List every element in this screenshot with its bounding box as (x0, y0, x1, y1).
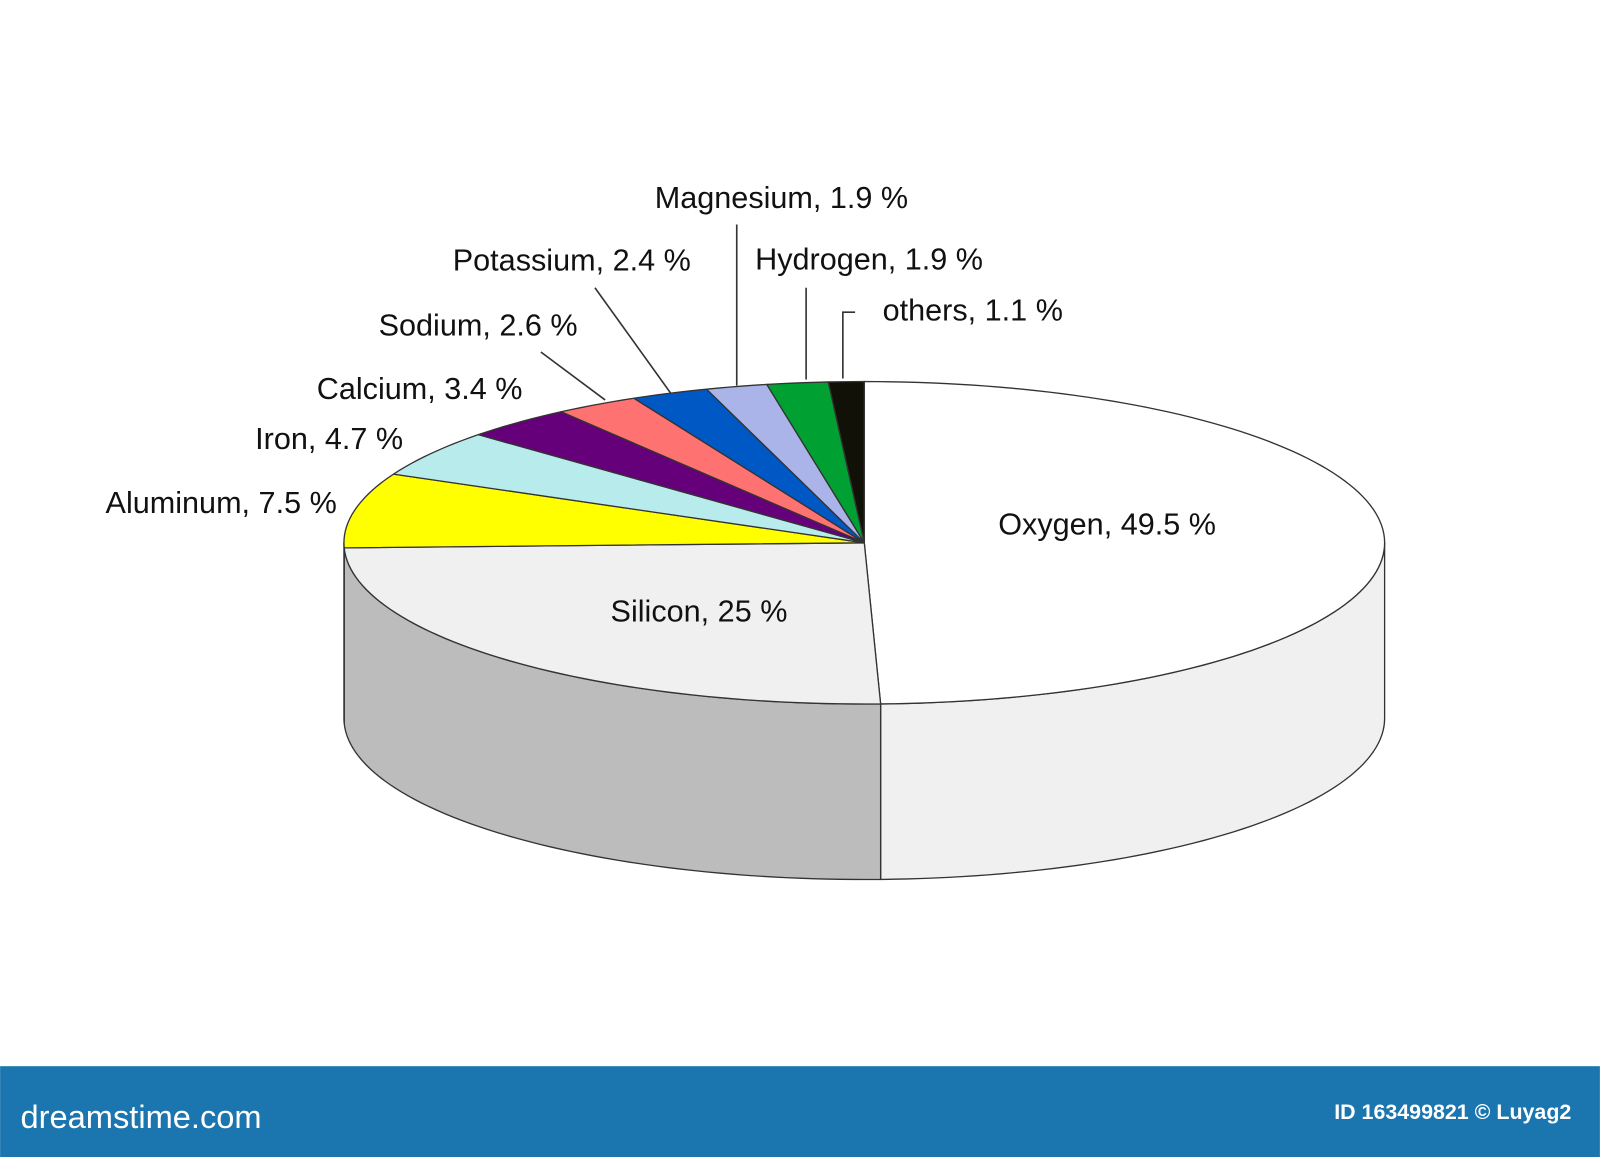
pie-slice (863, 380, 1386, 705)
leader-line (842, 311, 856, 379)
data-label: Iron, 4.7 % (255, 422, 403, 456)
pie-slice (705, 383, 865, 544)
leader-line (540, 351, 606, 401)
data-label: Oxygen, 49.5 % (998, 508, 1216, 542)
pie-slice (343, 542, 882, 705)
pie (343, 380, 1386, 881)
data-label: Hydrogen, 1.9 % (755, 242, 983, 276)
pie-slice (392, 434, 865, 544)
footer-brand: dreamstime.com (21, 1098, 262, 1135)
data-label: Sodium, 2.6 % (379, 309, 578, 343)
data-label: Silicon, 25 % (611, 594, 788, 628)
pie-slice (343, 473, 865, 549)
footer-id: ID 163499821 © Luyag2 (1334, 1100, 1571, 1124)
labels: Oxygen, 49.5 % Silicon, 25 % Aluminum, 7.5… (106, 181, 1216, 628)
data-label: Aluminum, 7.5 % (106, 486, 337, 520)
data-label: Calcium, 3.4 % (317, 372, 523, 406)
leader-line (594, 287, 672, 394)
pie-slice (560, 397, 865, 544)
data-label: others, 1.1 % (883, 293, 1063, 327)
pie-slice (633, 388, 865, 544)
data-label: Magnesium, 1.9 % (655, 181, 908, 215)
data-label: Potassium, 2.4 % (453, 243, 691, 277)
footer-bar (0, 1066, 1600, 1157)
pie-slice (827, 380, 865, 544)
pie-slice (477, 411, 865, 544)
pie-slice (766, 381, 865, 544)
